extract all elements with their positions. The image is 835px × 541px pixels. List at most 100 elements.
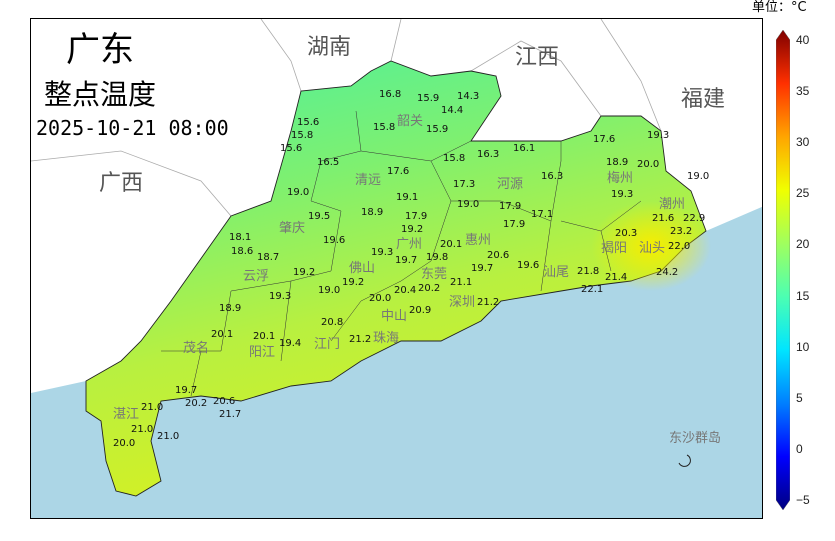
city-label: 梅州: [607, 171, 634, 186]
temperature-value: 19.7: [471, 263, 494, 274]
temperature-value: 20.9: [409, 305, 432, 316]
product-title: 整点温度: [44, 78, 157, 111]
colorbar-tick-label: 0: [796, 441, 803, 456]
temperature-value: 15.6: [297, 117, 320, 128]
colorbar-tick-label: 40: [796, 33, 810, 47]
temperature-value: 15.8: [443, 153, 466, 164]
temperature-value: 19.0: [318, 285, 341, 296]
temperature-value: 19.5: [308, 211, 331, 222]
city-label: 河源: [497, 177, 524, 192]
temperature-value: 15.8: [373, 122, 396, 133]
datetime-label: 2025-10-21 08:00: [36, 116, 229, 140]
city-label: 汕头: [639, 241, 666, 256]
temperature-value: 19.6: [323, 235, 346, 246]
city-label: 江门: [314, 337, 341, 352]
colorbar-tick-label: −5: [796, 493, 810, 507]
city-label: 肇庆: [279, 221, 306, 236]
temperature-value: 17.9: [499, 201, 522, 212]
city-label: 佛山: [349, 261, 376, 276]
temperature-value: 20.1: [440, 239, 463, 250]
temperature-value: 21.6: [652, 213, 675, 224]
colorbar-fill: [776, 30, 790, 510]
temperature-value: 19.3: [371, 247, 394, 258]
temperature-value: 15.6: [280, 143, 303, 154]
temperature-value: 20.4: [394, 285, 417, 296]
city-label: 茂名: [183, 341, 210, 356]
temperature-value: 18.7: [257, 252, 280, 263]
city-label: 东沙群岛: [669, 431, 722, 446]
temperature-value: 23.2: [670, 226, 693, 237]
temperature-value: 19.4: [279, 338, 302, 349]
temperature-value: 16.5: [317, 157, 340, 168]
temperature-value: 20.8: [321, 317, 344, 328]
city-label: 潮州: [659, 197, 686, 212]
temperature-value: 19.6: [517, 260, 540, 271]
temperature-value: 14.4: [441, 105, 464, 116]
temperature-value: 15.9: [426, 124, 449, 135]
temperature-value: 20.1: [211, 329, 234, 340]
city-label: 韶关: [397, 114, 424, 129]
colorbar: [776, 30, 790, 510]
temperature-value: 19.2: [342, 277, 365, 288]
temperature-value: 19.0: [287, 187, 310, 198]
city-borders: [161, 110, 642, 397]
city-label: 中山: [381, 309, 408, 324]
temperature-map: 湖南 江西 福建 广西 韶关 清远 河源 梅州 潮州 肇庆 广州 惠州 云浮 佛山 东莞 揭阳 汕头 汕尾…: [30, 18, 763, 519]
temperature-value: 18.9: [361, 207, 384, 218]
city-label: 惠州: [465, 233, 492, 248]
city-label: 珠海: [373, 331, 400, 346]
temperature-value: 19.3: [611, 189, 634, 200]
temperature-value: 17.9: [503, 219, 526, 230]
temperature-value: 16.3: [541, 171, 564, 182]
region-title: 广东: [66, 30, 134, 70]
temperature-value: 19.8: [426, 252, 449, 263]
warm-zone: [591, 201, 711, 291]
temperature-value: 22.1: [581, 284, 604, 295]
temperature-value: 19.0: [457, 199, 480, 210]
city-label: 东莞: [421, 267, 448, 282]
temperature-value: 16.8: [379, 89, 402, 100]
colorbar-tick-label: 20: [796, 237, 810, 252]
temperature-value: 21.2: [349, 334, 372, 345]
dongsha-island: [678, 454, 691, 467]
province-label: 福建: [681, 87, 726, 112]
temperature-value: 20.0: [369, 293, 392, 304]
temperature-value: 18.1: [229, 232, 252, 243]
colorbar-tick-label: 25: [796, 186, 810, 201]
temperature-value: 20.1: [253, 331, 276, 342]
temperature-value: 20.6: [487, 250, 510, 261]
colorbar-tick-label: 15: [796, 288, 810, 303]
map-canvas: [31, 19, 762, 518]
temperature-value: 17.3: [453, 179, 476, 190]
temperature-value: 19.3: [269, 291, 292, 302]
temperature-value: 20.6: [213, 396, 236, 407]
temperature-value: 20.2: [185, 398, 208, 409]
unit-label: 单位：°C: [752, 0, 807, 15]
temperature-value: 17.6: [593, 134, 616, 145]
temperature-value: 20.0: [637, 159, 660, 170]
temperature-value: 16.1: [513, 143, 536, 154]
temperature-value: 21.7: [219, 409, 242, 420]
temperature-value: 19.3: [647, 130, 670, 141]
temperature-value: 15.9: [417, 93, 440, 104]
temperature-value: 21.0: [131, 424, 154, 435]
temperature-value: 20.0: [113, 438, 136, 449]
colorbar-tick-label: 30: [796, 135, 810, 150]
temperature-value: 19.1: [396, 192, 419, 203]
city-label: 阳江: [249, 345, 276, 360]
temperature-value: 17.9: [405, 211, 428, 222]
city-label: 广州: [396, 237, 423, 252]
city-label: 湛江: [113, 407, 140, 422]
province-label: 广西: [99, 171, 144, 196]
temperature-value: 19.2: [293, 267, 316, 278]
province-label: 江西: [515, 45, 560, 70]
temperature-value: 21.2: [477, 297, 500, 308]
city-label: 深圳: [449, 295, 476, 310]
temperature-value: 15.8: [291, 130, 314, 141]
temperature-value: 18.9: [606, 157, 629, 168]
temperature-value: 17.1: [531, 209, 554, 220]
temperature-value: 19.2: [401, 224, 424, 235]
temperature-value: 22.0: [668, 241, 691, 252]
colorbar-tick-label: 10: [796, 339, 810, 354]
temperature-value: 14.3: [457, 91, 480, 102]
